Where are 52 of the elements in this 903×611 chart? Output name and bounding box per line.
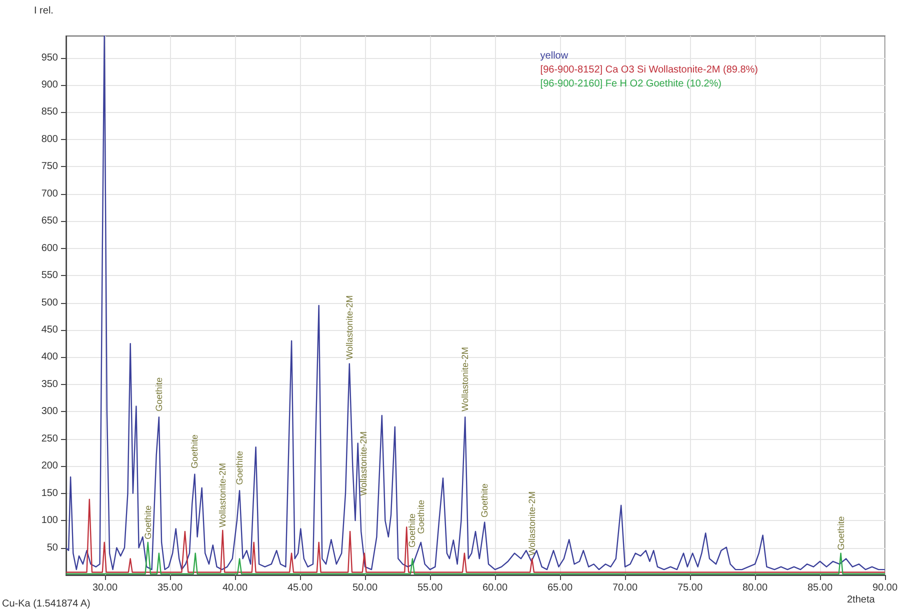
annotation: Goethite (406, 513, 417, 548)
y-tick-label: 900 (41, 80, 58, 90)
annotation: Wollastonite-2M (358, 431, 369, 496)
x-tick-label: 80.00 (742, 582, 768, 594)
y-tick-label: 100 (41, 515, 58, 526)
text: yellow (540, 50, 569, 62)
y-tick-label: 400 (41, 352, 58, 363)
y-tick-label: 950 (41, 52, 58, 64)
text: [96-900-8152] Ca O3 Si Wollastonite-2M (89.8%) (540, 64, 758, 76)
annotation: Goethite (190, 434, 200, 469)
y-tick-label: 850 (41, 106, 58, 118)
y-tick-label: 150 (41, 488, 58, 499)
annotation: Goethite (154, 377, 164, 412)
y-tick-label: 550 (41, 270, 58, 282)
annotation: Goethite (142, 505, 153, 540)
x-tick-label: 90.00 (872, 582, 898, 594)
line-series (65, 35, 886, 570)
x-tick-label: 30.00 (92, 582, 118, 594)
annotation: Goethite (234, 450, 245, 485)
x-tick-label: 70.00 (612, 582, 638, 594)
annotation: Wollastonite-2M (344, 295, 354, 360)
annotation: Wollastonite-2M (460, 347, 470, 412)
text: [96-900-2160] Fe H O2 Goethite (10.2%) (540, 78, 722, 90)
x-tick-label: 60.00 (482, 582, 508, 594)
annotation: Goethite (480, 484, 490, 518)
x-tick-label: 65.00 (547, 582, 573, 594)
y-tick-label: 700 (41, 188, 58, 200)
y-tick-label: 750 (41, 161, 58, 172)
x-tick-label: 50.00 (352, 582, 378, 594)
y-tick-label: 200 (41, 460, 58, 472)
y-tick-label: 800 (41, 134, 58, 145)
y-axis-title: I rel. (34, 6, 54, 16)
annotation: Goethite (416, 500, 426, 534)
y-tick-label: 500 (41, 297, 58, 308)
y-tick-label: 450 (41, 324, 58, 336)
x-tick-label: 55.00 (417, 582, 443, 594)
x-tick-label: 35.00 (157, 582, 183, 594)
y-tick-label: 50 (46, 542, 58, 554)
annotation: Goethite (836, 516, 846, 550)
y-tick-label: 250 (41, 433, 58, 444)
y-tick-label: 350 (41, 378, 58, 390)
y-tick-label: 650 (41, 216, 58, 227)
annotation: Wollastonite-2M (527, 491, 538, 556)
annotation: Wollastonite-2M (218, 462, 228, 528)
x-tick-label: 75.00 (677, 582, 703, 594)
x-tick-label: 45.00 (287, 582, 313, 594)
y-tick-label: 600 (41, 242, 58, 254)
text: Cu-Ka (1.541874 A) (2, 598, 90, 610)
x-tick-label: 40.00 (222, 582, 248, 594)
x-tick-label: 85.00 (807, 582, 833, 594)
y-tick-label: 300 (41, 406, 58, 418)
x-axis-title: 2theta (847, 594, 876, 606)
